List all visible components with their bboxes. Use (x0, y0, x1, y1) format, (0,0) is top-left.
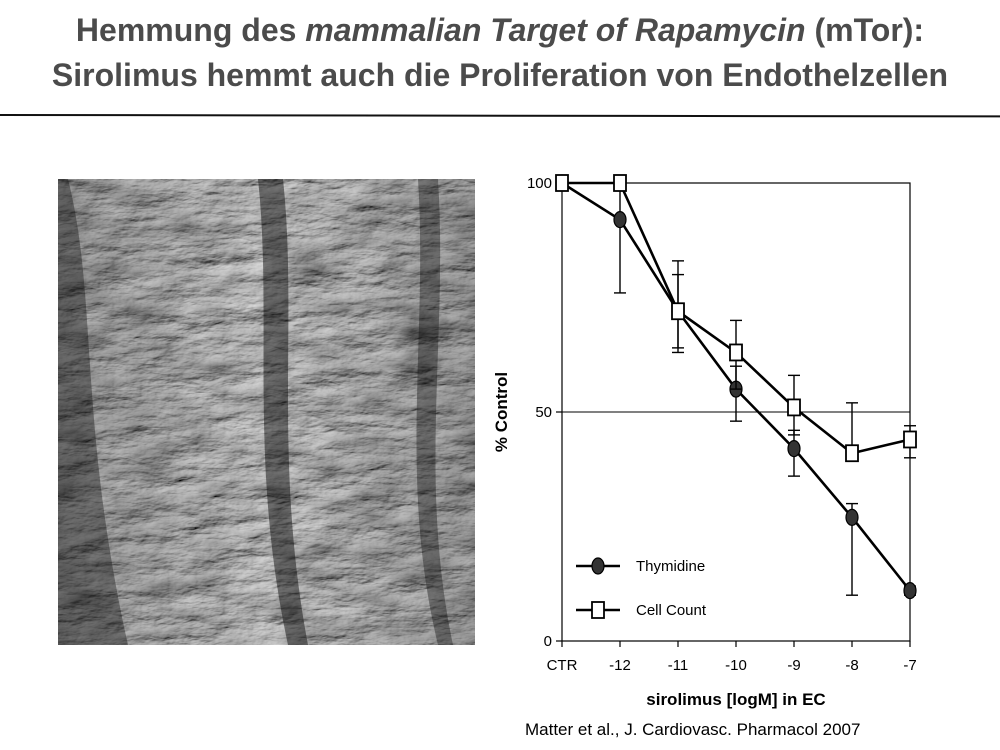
cell-count-point (729, 343, 743, 362)
x-tick-label: -10 (725, 657, 747, 674)
y-axis-label: % Control (492, 372, 511, 452)
cell-count-point (903, 430, 917, 449)
cell-count-point (555, 174, 569, 192)
title-prefix: Hemmung des (75, 12, 306, 48)
x-tick-label: -7 (903, 657, 916, 674)
thymidine-point (845, 508, 859, 526)
thymidine-point (903, 582, 917, 600)
slide-title: Hemmung des mammalian Target of Rapamyci… (0, 8, 1000, 98)
title-italic: mammalian Target of Rapamycin (305, 12, 806, 48)
legend-thymidine-marker (591, 557, 605, 575)
thymidine-point (787, 440, 801, 458)
sem-micrograph-icon (58, 179, 475, 645)
legend-cell-count-marker (591, 601, 605, 619)
cell-count-point (613, 174, 627, 192)
y-tick-label: 100 (527, 175, 552, 192)
x-tick-label: -8 (845, 657, 858, 674)
y-tick-label: 50 (535, 404, 552, 421)
thymidine-point (613, 211, 627, 229)
y-tick-label: 0 (544, 633, 552, 650)
cell-count-point (845, 444, 859, 463)
x-axis-label: sirolimus [logM] in EC (646, 690, 825, 709)
citation: Matter et al., J. Cardiovasc. Pharmacol … (525, 720, 861, 739)
slide-title-line-1: Hemmung des mammalian Target of Rapamyci… (0, 8, 1000, 53)
title-suffix: (mTor): (805, 12, 925, 48)
legend-thymidine-label: Thymidine (636, 558, 705, 575)
cell-count-point (671, 302, 685, 321)
dose-response-chart: 0 50 100 CTR -12 -11 -10 -9 -8 -7 sirolimus [logM]… (492, 174, 917, 709)
x-tick-label: -12 (609, 657, 631, 674)
x-tick-label: -9 (787, 657, 800, 674)
x-tick-label: -11 (668, 657, 689, 674)
legend-cell-count-label: Cell Count (636, 602, 707, 619)
slide-title-line-2: Sirolimus hemmt auch die Proliferation v… (51, 57, 949, 93)
cell-count-point (787, 398, 801, 417)
x-tick-label: CTR (547, 657, 578, 674)
title-divider (0, 114, 1000, 118)
